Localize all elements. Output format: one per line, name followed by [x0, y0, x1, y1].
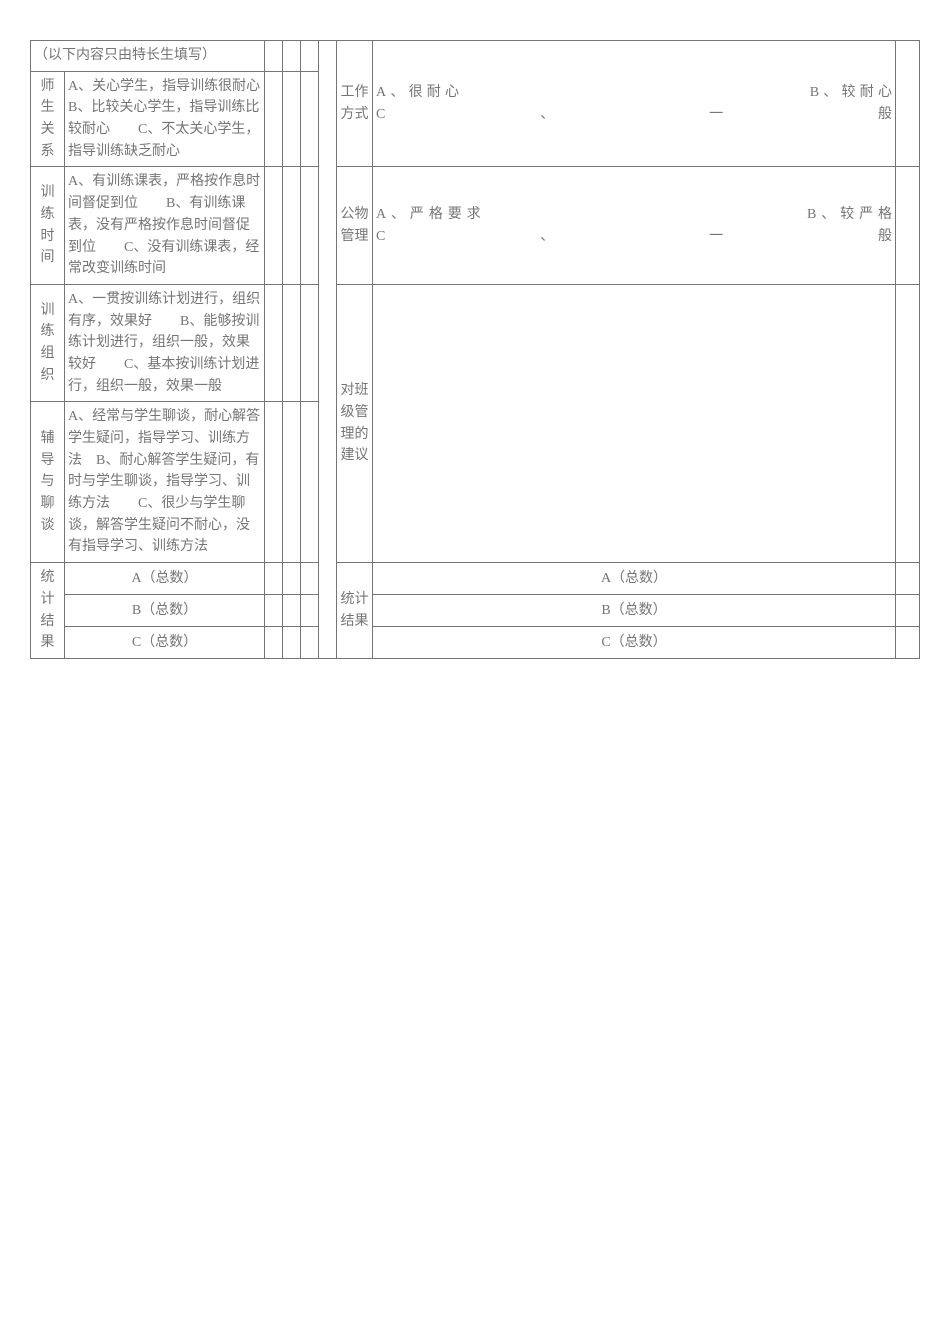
left-label-training-org: 训练组织 [31, 284, 65, 401]
blank-cell [283, 402, 301, 563]
right-totals-A: A（总数） [373, 563, 896, 595]
blank-cell [283, 284, 301, 401]
blank-cell [265, 284, 283, 401]
blank-cell [301, 167, 319, 284]
left-desc-tutoring-chat: A、经常与学生聊谈，耐心解答学生疑问，指导学习、训练方法 B、耐心解答学生疑问，… [65, 402, 265, 563]
right-blank [896, 626, 920, 658]
left-desc-training-org: A、一贯按训练计划进行，组织有序，效果好 B、能够按训练计划进行，组织一般，效果… [65, 284, 265, 401]
right-label-public-property: 公物管理 [337, 167, 373, 284]
left-label-training-time: 训练时间 [31, 167, 65, 284]
blank-cell [301, 41, 319, 72]
left-desc-training-time: A、有训练课表，严格按作息时间督促到位 B、有训练课表，没有严格按作息时间督促到… [65, 167, 265, 284]
blank-cell [283, 71, 301, 167]
blank-cell [265, 402, 283, 563]
right-totals-C: C（总数） [373, 626, 896, 658]
left-totals-B: B（总数） [65, 595, 265, 627]
right-blank [896, 167, 920, 284]
blank-cell [283, 626, 301, 658]
blank-cell [301, 284, 319, 401]
blank-cell [283, 595, 301, 627]
left-desc-teacher-student: A、关心学生，指导训练很耐心 B、比较关心学生，指导训练比较耐心 C、不太关心学… [65, 71, 265, 167]
left-totals-A: A（总数） [65, 563, 265, 595]
right-blank [896, 563, 920, 595]
right-totals-B: B（总数） [373, 595, 896, 627]
right-desc-work-style: A、很耐心 B、较耐心 C、一般 [373, 41, 896, 167]
blank-cell [301, 563, 319, 595]
left-label-tutoring-chat: 辅导与聊谈 [31, 402, 65, 563]
blank-cell [265, 626, 283, 658]
blank-cell [283, 563, 301, 595]
right-blank [896, 284, 920, 562]
divider-col [319, 41, 337, 659]
header-note: （以下内容只由特长生填写） [31, 41, 265, 72]
right-blank [896, 41, 920, 167]
blank-cell [283, 167, 301, 284]
right-label-class-suggestion: 对班级管理的建议 [337, 284, 373, 562]
left-label-teacher-student: 师生关系 [31, 71, 65, 167]
blank-cell [301, 626, 319, 658]
right-desc-public-property: A、严格要求 B、较严格 C、一般 [373, 167, 896, 284]
right-totals-label: 统计结果 [337, 563, 373, 659]
blank-cell [265, 167, 283, 284]
right-blank [896, 595, 920, 627]
blank-cell [301, 595, 319, 627]
blank-cell [265, 563, 283, 595]
left-totals-label: 统计结果 [31, 563, 65, 659]
blank-cell [265, 595, 283, 627]
blank-cell [301, 71, 319, 167]
survey-table: （以下内容只由特长生填写） 工作方式 A、很耐心 B、较耐心 C、一般 师生关系… [30, 40, 920, 659]
blank-cell [301, 402, 319, 563]
blank-cell [283, 41, 301, 72]
right-desc-class-suggestion [373, 284, 896, 562]
left-totals-C: C（总数） [65, 626, 265, 658]
blank-cell [265, 41, 283, 72]
right-label-work-style: 工作方式 [337, 41, 373, 167]
